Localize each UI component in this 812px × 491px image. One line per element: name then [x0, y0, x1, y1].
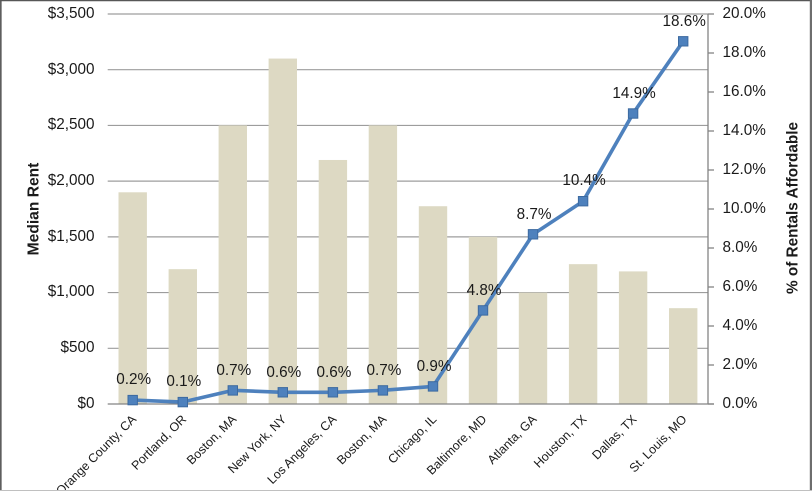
svg-text:Median Rent: Median Rent: [26, 163, 43, 256]
svg-text:% of Rentals Affordable: % of Rentals Affordable: [785, 122, 802, 294]
